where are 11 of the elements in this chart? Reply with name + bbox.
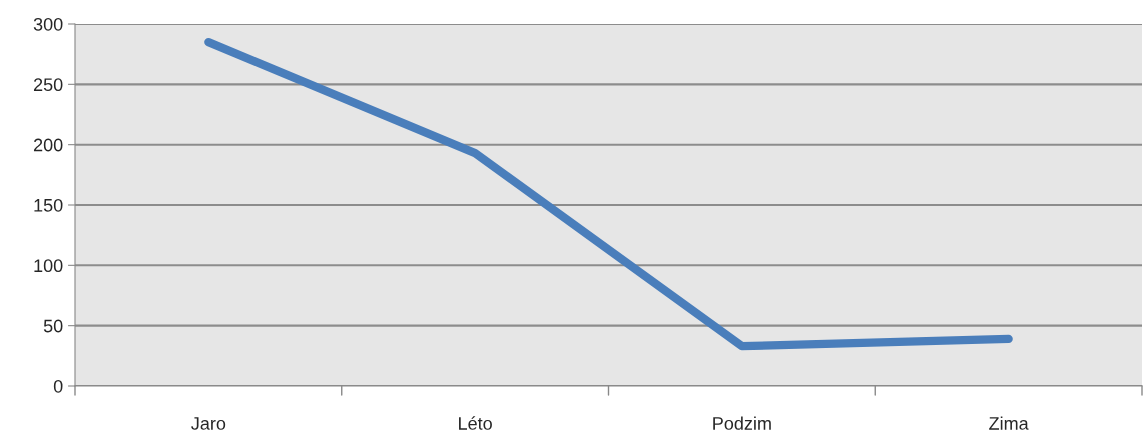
y-tick-label: 0 bbox=[53, 379, 63, 393]
y-tick-label: 50 bbox=[43, 319, 63, 333]
y-tick-label: 150 bbox=[34, 198, 63, 212]
y-tick-label: 250 bbox=[33, 78, 63, 92]
y-tick-label: 300 bbox=[33, 17, 63, 31]
x-tick-label: Jaro bbox=[191, 417, 226, 430]
y-tick-label: 200 bbox=[33, 138, 63, 152]
x-tick-label: Léto bbox=[459, 416, 492, 430]
y-tick-label: 100 bbox=[34, 259, 63, 273]
x-tick-label: Zima bbox=[989, 416, 1029, 430]
x-tick-label: Podzim bbox=[713, 416, 771, 430]
